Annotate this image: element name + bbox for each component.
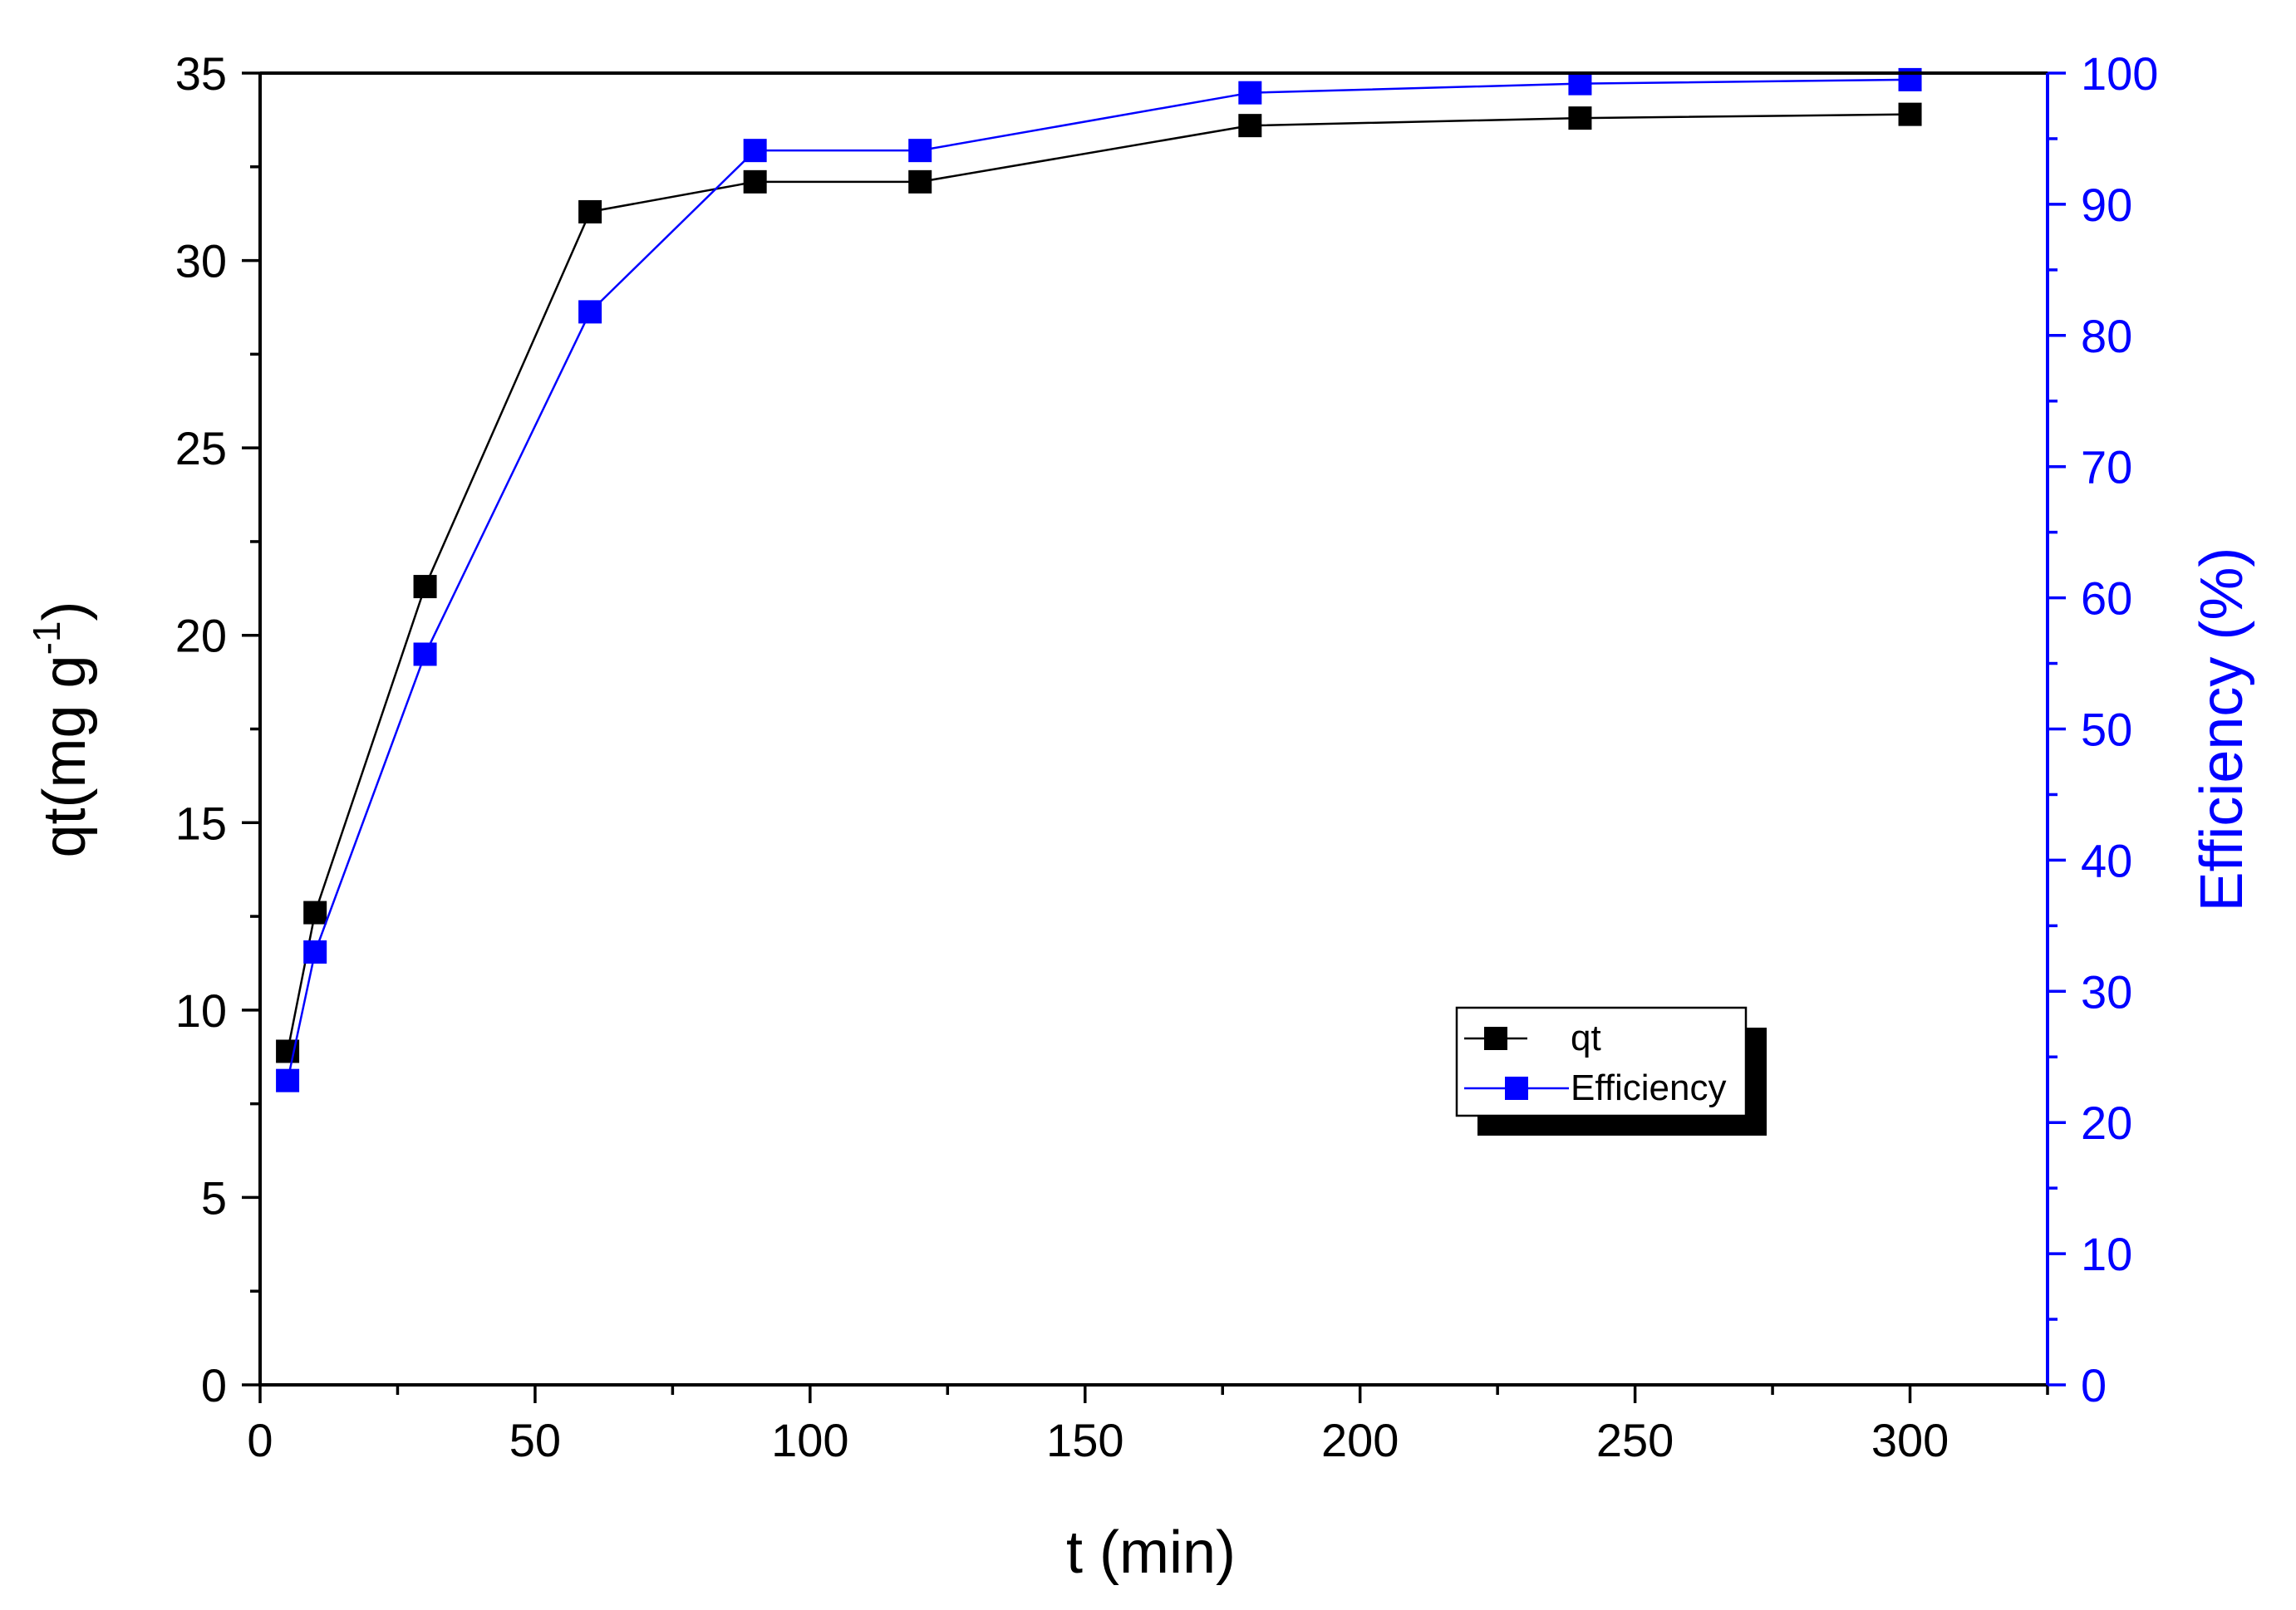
data-point-qt [303, 901, 327, 925]
legend-marker-qt [1484, 1027, 1507, 1050]
legend-marker-efficiency [1505, 1077, 1528, 1100]
data-point-efficiency [908, 139, 932, 163]
data-point-efficiency [1238, 81, 1262, 105]
x-tick-label: 50 [509, 1414, 561, 1466]
left-y-tick-label: 10 [175, 984, 227, 1037]
legend-label-qt: qt [1571, 1018, 1601, 1058]
right-y-tick-label: 100 [2081, 47, 2158, 100]
data-point-qt [908, 169, 932, 194]
left-y-tick-label: 35 [175, 47, 227, 100]
x-tick-label: 150 [1046, 1414, 1123, 1466]
left-y-tick-label: 15 [175, 797, 227, 849]
data-point-qt [1898, 102, 1922, 126]
data-point-efficiency [743, 139, 767, 163]
legend-item-qt: qt [1464, 1018, 1601, 1058]
x-tick-label: 300 [1871, 1414, 1949, 1466]
right-y-tick-label: 80 [2081, 310, 2132, 362]
data-point-efficiency [578, 300, 602, 324]
right-y-tick-label: 90 [2081, 179, 2132, 231]
left-y-axis-title: qt(mg g-1) [25, 601, 98, 858]
x-tick-label: 200 [1321, 1414, 1399, 1466]
data-point-qt [1238, 114, 1262, 138]
x-tick-label: 250 [1596, 1414, 1674, 1466]
right-y-tick-label: 50 [2081, 704, 2132, 756]
data-point-efficiency [303, 940, 327, 964]
data-point-qt [1568, 106, 1592, 130]
x-tick-label: 100 [771, 1414, 848, 1466]
data-point-efficiency [1568, 71, 1592, 96]
legend-label-efficiency: Efficiency [1571, 1068, 1727, 1108]
left-y-tick-label: 5 [201, 1171, 227, 1224]
right-y-tick-label: 70 [2081, 441, 2132, 493]
data-point-qt [413, 575, 437, 599]
right-y-tick-label: 40 [2081, 834, 2132, 886]
left-y-tick-label: 25 [175, 422, 227, 474]
x-axis-title: t (min) [1066, 1519, 1236, 1586]
right-y-tick-label: 0 [2081, 1359, 2107, 1411]
series-line-qt [286, 113, 1910, 1052]
axes-layer [258, 71, 2049, 1387]
data-point-efficiency [413, 642, 437, 666]
ticks-layer: 0 50 100 150 200 250 300 0 5 10 15 20 25 30 35 0 10 20 30 4… [175, 47, 2159, 1466]
series-line-efficiency [286, 78, 1910, 1081]
left-y-axis-title-superscript: -1 [25, 621, 68, 655]
right-y-axis-title: Efficiency (%) [2189, 547, 2255, 912]
series-layer [276, 67, 1922, 1092]
right-y-tick-label: 10 [2081, 1228, 2132, 1280]
left-y-tick-label: 20 [175, 610, 227, 662]
legend-item-efficiency: Efficiency [1464, 1068, 1727, 1108]
right-y-tick-label: 20 [2081, 1097, 2132, 1149]
legend: qt Efficiency [1455, 1006, 1767, 1136]
right-y-tick-label: 30 [2081, 965, 2132, 1018]
left-y-tick-label: 0 [201, 1359, 227, 1411]
left-y-tick-label: 30 [175, 235, 227, 287]
data-point-qt [743, 169, 767, 194]
data-point-efficiency [276, 1068, 300, 1092]
data-point-qt [578, 199, 602, 223]
right-y-tick-label: 60 [2081, 572, 2132, 625]
x-tick-label: 0 [247, 1414, 273, 1466]
